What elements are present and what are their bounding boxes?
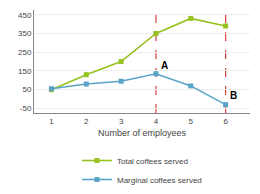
- svg-text:250: 250: [18, 48, 32, 57]
- svg-text:1: 1: [49, 117, 54, 126]
- svg-text:6: 6: [223, 117, 228, 126]
- svg-text:450: 450: [18, 10, 32, 19]
- svg-text:Number of employees: Number of employees: [98, 128, 187, 138]
- svg-text:4: 4: [154, 117, 159, 126]
- svg-text:Marginal coffees served: Marginal coffees served: [117, 176, 202, 185]
- svg-text:2: 2: [84, 117, 89, 126]
- svg-text:3: 3: [119, 117, 124, 126]
- svg-text:150: 150: [18, 67, 32, 76]
- svg-text:50: 50: [22, 85, 31, 94]
- svg-text:A: A: [161, 60, 168, 71]
- svg-text:Total coffees served: Total coffees served: [117, 157, 188, 166]
- svg-text:5: 5: [189, 117, 194, 126]
- svg-text:350: 350: [18, 29, 32, 38]
- svg-text:B: B: [230, 90, 237, 101]
- svg-text:-50: -50: [20, 104, 32, 113]
